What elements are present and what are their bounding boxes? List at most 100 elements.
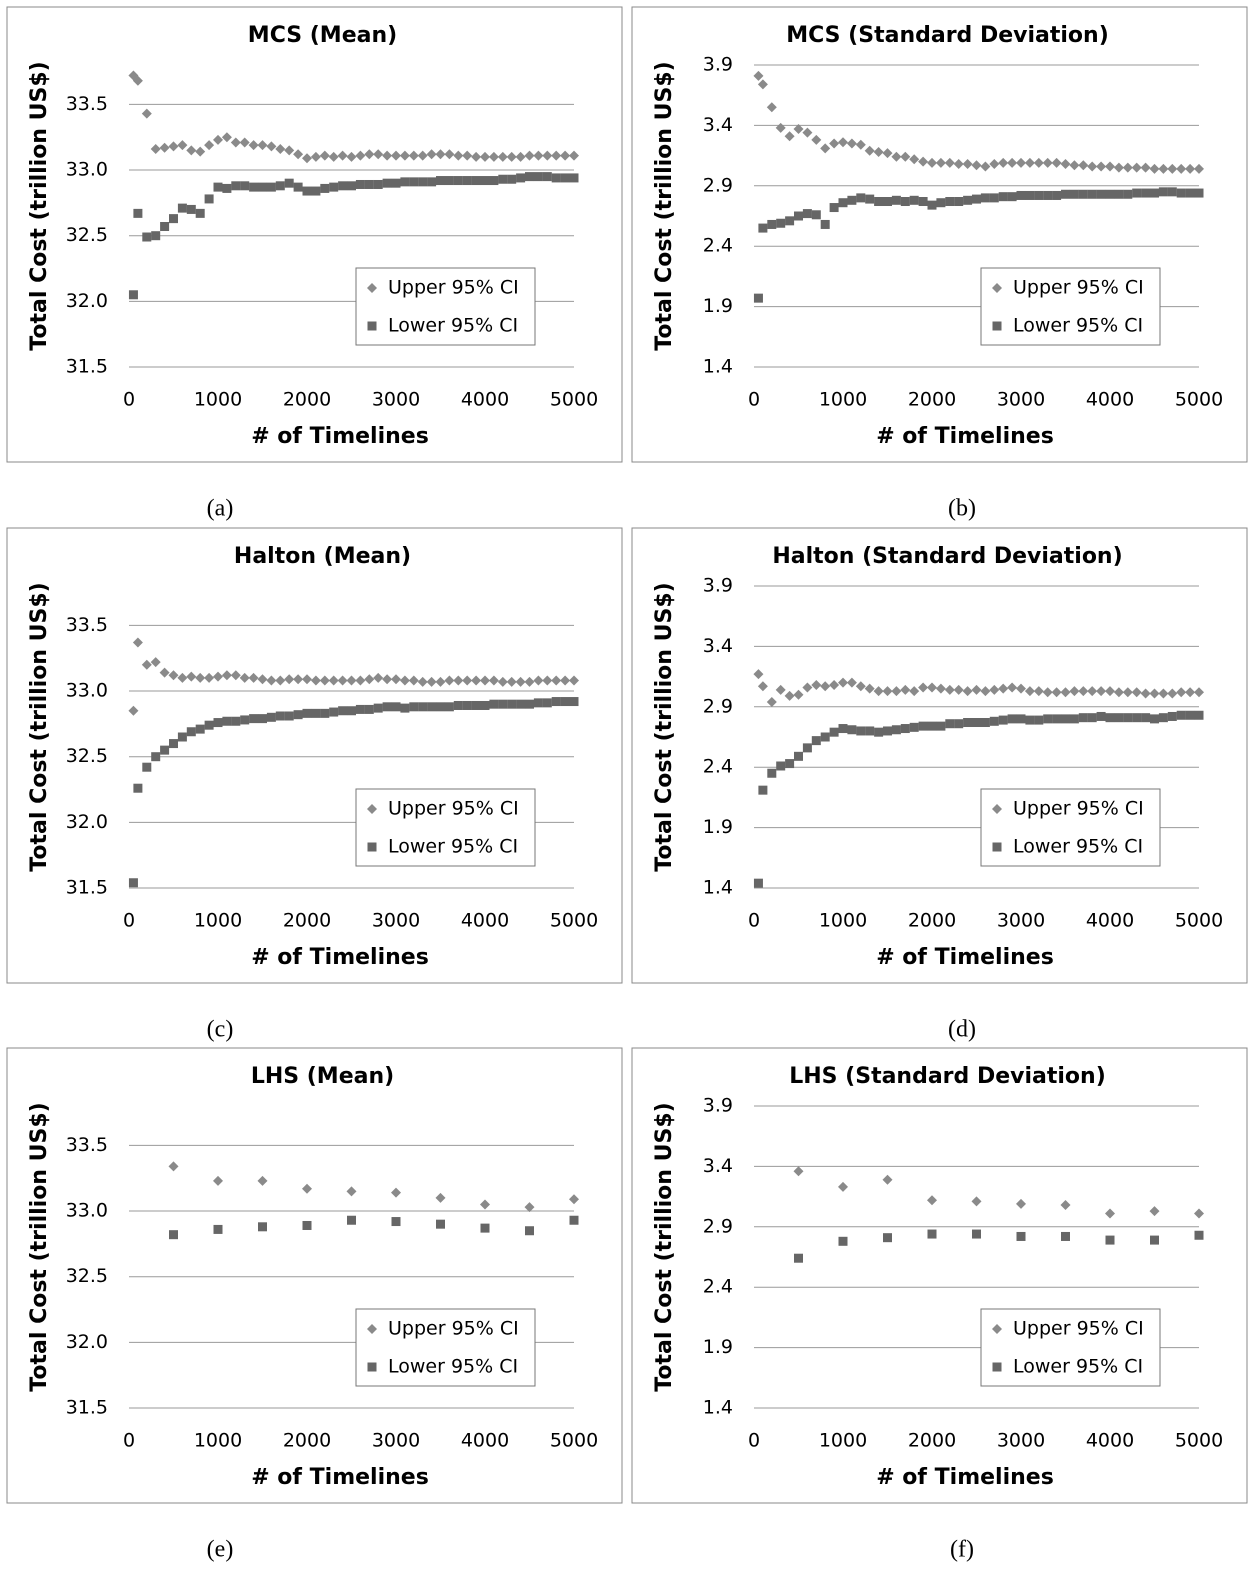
point [480, 675, 490, 686]
point [757, 681, 768, 692]
point [128, 878, 138, 888]
point [1167, 711, 1177, 721]
point [1025, 715, 1035, 725]
x-tick-label: 4000 [461, 389, 509, 411]
point [846, 677, 857, 688]
point [1016, 1198, 1026, 1209]
point [560, 150, 571, 161]
point [1096, 711, 1106, 721]
point [382, 702, 392, 712]
point [213, 1224, 223, 1234]
point [569, 675, 579, 686]
point [471, 700, 481, 710]
point [150, 657, 161, 668]
y-tick-label: 2.9 [703, 174, 733, 196]
point [998, 715, 1008, 725]
point [222, 183, 232, 193]
point [302, 1183, 312, 1194]
point [266, 141, 277, 152]
point [1123, 713, 1133, 723]
point [373, 149, 384, 160]
point [873, 146, 884, 157]
point [1167, 688, 1178, 699]
point [1141, 188, 1151, 198]
point [444, 702, 454, 712]
point [480, 151, 490, 162]
point [1123, 189, 1133, 199]
point [936, 721, 946, 731]
point [1078, 189, 1088, 199]
point [471, 176, 481, 186]
point [953, 684, 964, 695]
y-tick-label: 33.0 [66, 1200, 108, 1222]
point [293, 674, 304, 685]
point [497, 151, 508, 162]
point [400, 703, 410, 713]
y-tick-label: 33.5 [66, 1134, 108, 1156]
y-tick-label: 1.9 [703, 1336, 733, 1358]
point [408, 150, 419, 161]
point [266, 182, 276, 192]
point [927, 157, 937, 168]
point [962, 686, 973, 697]
caption: (b) [948, 496, 976, 522]
point [1096, 161, 1107, 172]
legend-marker [367, 1324, 377, 1334]
point [515, 151, 526, 162]
y-tick-label: 3.4 [703, 635, 733, 657]
point [186, 671, 197, 682]
point [391, 1187, 401, 1198]
point [1185, 188, 1195, 198]
point [337, 150, 348, 161]
point [204, 140, 215, 151]
point [213, 1175, 223, 1186]
point [204, 194, 214, 204]
point [248, 140, 259, 151]
legend-box [980, 788, 1161, 867]
y-tick-label: 2.4 [703, 756, 733, 778]
point [1051, 157, 1062, 168]
x-tick-label: 2000 [908, 1430, 956, 1452]
point [1141, 713, 1151, 723]
point [954, 719, 964, 729]
y-tick-label: 33.0 [66, 680, 108, 702]
point [864, 683, 875, 694]
point [471, 151, 482, 162]
point [239, 137, 250, 148]
x-tick-label: 2000 [908, 389, 956, 411]
point [1060, 159, 1071, 170]
point [328, 675, 339, 686]
point [980, 718, 990, 728]
point [1113, 162, 1124, 173]
point [497, 676, 508, 687]
point [882, 686, 893, 697]
point [802, 209, 812, 219]
point [195, 724, 205, 734]
point [865, 726, 875, 736]
point [151, 752, 161, 762]
point [186, 145, 197, 156]
point [865, 194, 875, 204]
point [954, 197, 964, 207]
point [1149, 1206, 1160, 1217]
point [1025, 190, 1035, 200]
point [1167, 187, 1177, 197]
x-tick-label: 4000 [1086, 389, 1134, 411]
point [918, 197, 928, 207]
point [258, 182, 267, 192]
point [150, 144, 161, 155]
point [1105, 1235, 1115, 1245]
point [1016, 157, 1026, 168]
point [918, 721, 928, 731]
point [1096, 686, 1107, 697]
point [856, 193, 866, 203]
legend-marker [992, 1362, 1002, 1372]
point [364, 674, 375, 685]
point [820, 681, 831, 692]
point [793, 1166, 804, 1177]
point [953, 159, 964, 170]
point [838, 677, 848, 688]
x-tick-label: 5000 [1175, 1430, 1223, 1452]
point [284, 711, 294, 721]
point [1043, 190, 1053, 200]
